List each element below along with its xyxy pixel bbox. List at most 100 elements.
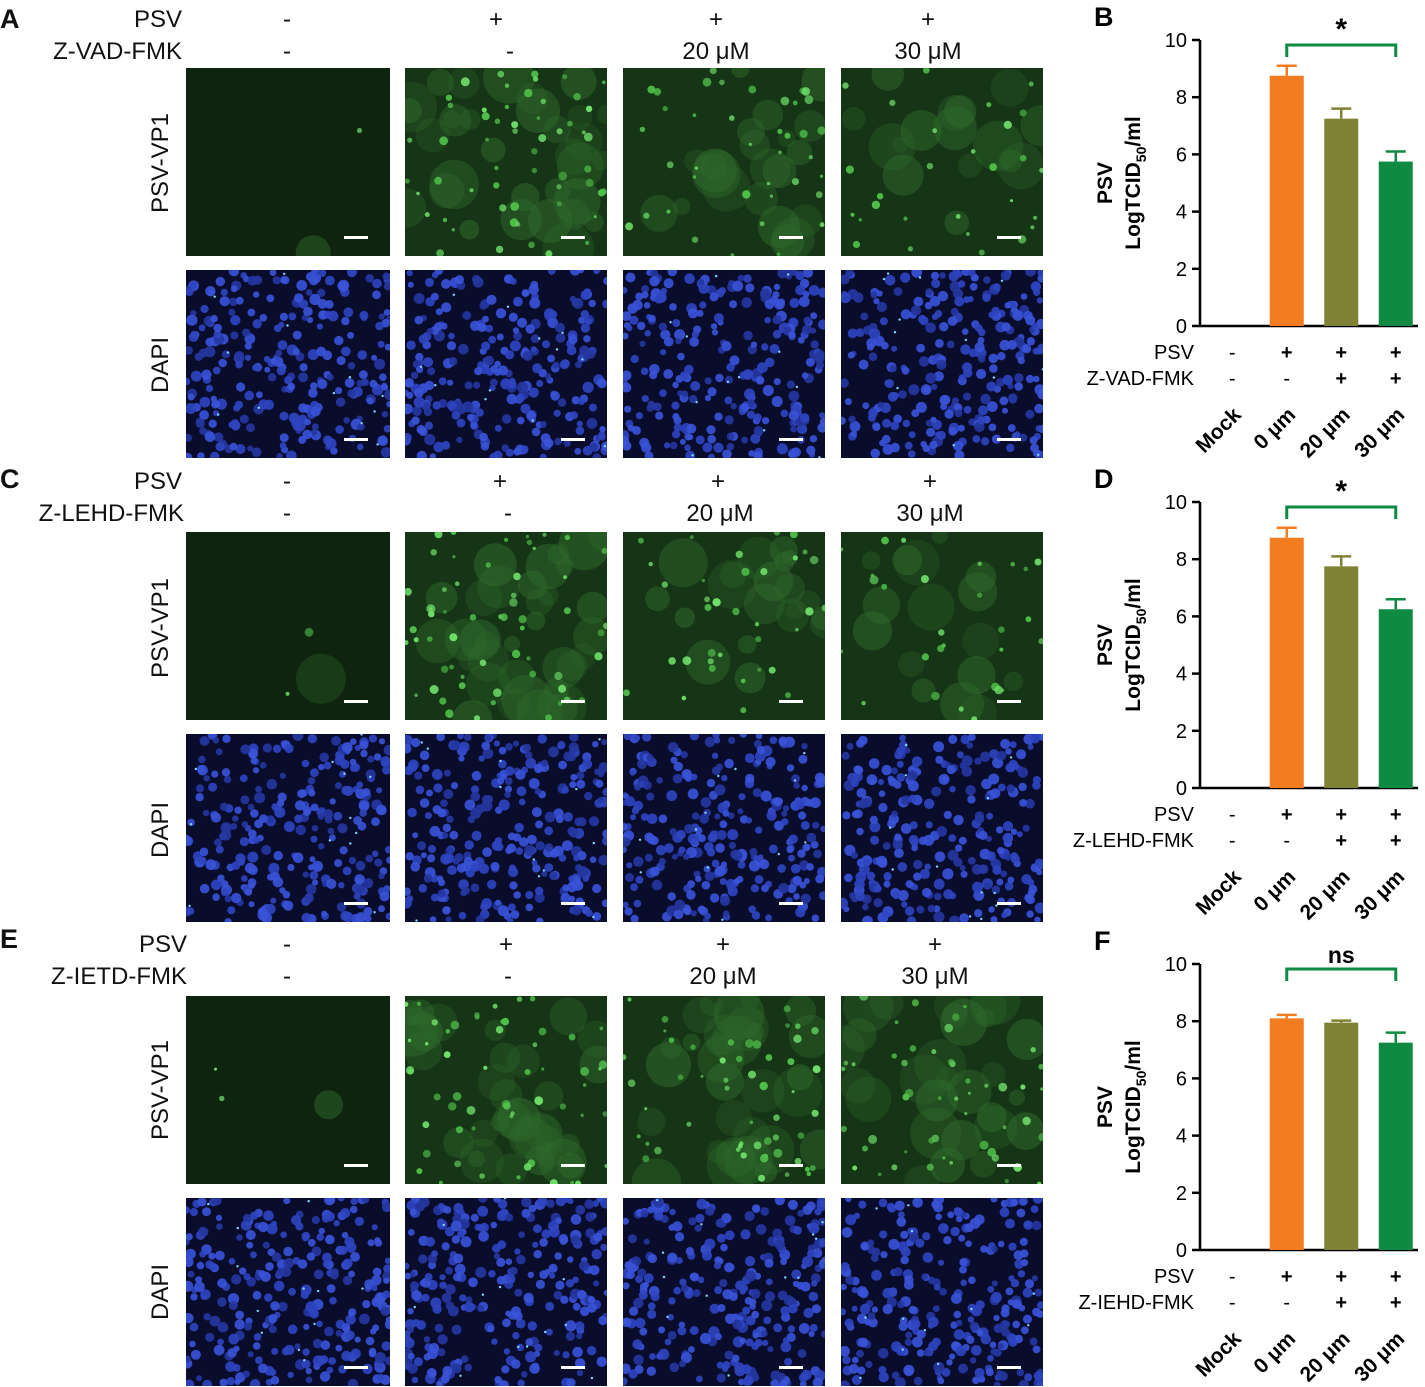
panel-letter-e: E (0, 924, 19, 954)
condition-label-psv-c: PSV (133, 468, 182, 495)
scale-bar (561, 236, 585, 239)
condition-mark: - (1229, 830, 1236, 852)
condition-mark: + (1335, 368, 1347, 390)
dapi-image (623, 270, 825, 458)
x-tick-label: 0 μm (1249, 865, 1300, 916)
condition-mark: + (1390, 1292, 1402, 1314)
condition-mark: + (1281, 1266, 1293, 1288)
y-tick-label: 10 (1165, 954, 1187, 976)
condition-mark: - (506, 38, 514, 65)
x-tick-label: 0 μm (1249, 1327, 1300, 1378)
panel-letter-c: C (0, 464, 20, 494)
bar-chart-b: B 0 2 4 6 8 10 PSV LogTCID50/ml * PSV - + + + Z-VAD-FMK… (1080, 0, 1425, 462)
bar-chart-d: D 0 2 4 6 8 10 PSV LogTCID50/ml * PSV - + + + Z-LEHD-FM… (1073, 462, 1425, 924)
condition-mark: + (1390, 368, 1402, 390)
condition-mark: 30 μM (896, 500, 964, 527)
condition-label-psv-e: PSV (138, 931, 187, 958)
condition-mark: + (1335, 342, 1347, 364)
bar (1269, 75, 1304, 326)
y-axis-label: PSV LogTCID50/ml (1094, 578, 1149, 711)
condition-row-label: Z-IEHD-FMK (1078, 1292, 1194, 1314)
dapi-image (186, 270, 390, 458)
condition-mark: + (1281, 342, 1293, 364)
x-tick-label: 20 μm (1296, 403, 1355, 462)
scale-bar (561, 438, 585, 441)
psv-vp1-image (186, 532, 390, 720)
significance-label: * (1335, 13, 1347, 46)
y-tick-label: 2 (1176, 721, 1187, 743)
row-label-vp1-e: PSV-VP1 (147, 1039, 174, 1141)
condition-mark: + (927, 931, 943, 958)
y-tick-label: 6 (1176, 144, 1187, 166)
y-tick-label: 8 (1176, 1011, 1187, 1033)
scale-bar (779, 902, 803, 905)
scale-bar (344, 438, 368, 441)
condition-mark: + (1335, 1266, 1347, 1288)
x-tick-label: 30 μm (1350, 403, 1409, 462)
condition-mark: + (498, 931, 514, 958)
y-tick-label: 2 (1176, 1183, 1187, 1205)
condition-mark: 20 μM (682, 38, 750, 65)
y-tick-label: 6 (1176, 606, 1187, 628)
y-axis-label: PSV LogTCID50/ml (1094, 1040, 1149, 1173)
condition-mark: - (1229, 1266, 1236, 1288)
dapi-image (405, 734, 607, 922)
condition-mark: 20 μM (689, 963, 757, 990)
y-tick-label: 4 (1176, 664, 1187, 686)
chart-svg: F 0 2 4 6 8 10 PSV LogTCID50/ml ns PSV - + + + Z-IEHD-F… (1078, 926, 1418, 1386)
condition-mark: - (283, 6, 291, 33)
significance-bracket (1285, 967, 1398, 981)
bar (1324, 1022, 1359, 1250)
condition-mark: - (283, 931, 291, 958)
psv-vp1-image (623, 996, 825, 1184)
condition-mark: + (488, 6, 504, 33)
y-tick-label: 4 (1176, 1126, 1187, 1148)
scale-bar (561, 1164, 585, 1167)
condition-mark: 20 μM (686, 500, 754, 527)
condition-mark: - (1229, 804, 1236, 826)
x-tick-label: 20 μm (1296, 1327, 1355, 1386)
dapi-image (186, 734, 390, 922)
scale-bar (997, 236, 1021, 239)
condition-label-drug-a: Z-VAD-FMK (53, 38, 182, 65)
row-label-dapi-c: DAPI (147, 801, 174, 859)
dapi-image (623, 734, 825, 922)
condition-label-drug-c: Z-LEHD-FMK (38, 500, 184, 527)
condition-mark: + (1335, 804, 1347, 826)
y-tick-label: 0 (1176, 316, 1187, 338)
x-tick-label: 30 μm (1350, 865, 1409, 924)
condition-label-drug-e: Z-IETD-FMK (51, 963, 187, 990)
condition-mark: - (1229, 1292, 1236, 1314)
psv-vp1-image (405, 996, 607, 1184)
condition-mark: + (708, 6, 724, 33)
condition-mark: + (1335, 1292, 1347, 1314)
condition-row-label: PSV (1154, 804, 1195, 826)
dapi-image (841, 270, 1043, 458)
condition-mark: - (1283, 368, 1290, 390)
condition-mark: 30 μM (901, 963, 969, 990)
condition-mark: - (504, 500, 512, 527)
row-label-dapi-a: DAPI (147, 336, 174, 394)
significance-label: ns (1328, 942, 1355, 968)
psv-vp1-image (186, 68, 390, 256)
scale-bar (779, 236, 803, 239)
panel-letter: B (1094, 2, 1114, 32)
scale-bar (561, 902, 585, 905)
condition-mark: + (922, 468, 938, 495)
x-tick-label: 20 μm (1296, 865, 1355, 924)
condition-row-label: PSV (1154, 342, 1195, 364)
condition-mark: - (1229, 342, 1236, 364)
y-tick-label: 4 (1176, 202, 1187, 224)
condition-mark: - (283, 38, 291, 65)
row-label-vp1-c: PSV-VP1 (147, 577, 174, 679)
bar (1324, 566, 1359, 788)
chart-svg: B 0 2 4 6 8 10 PSV LogTCID50/ml * PSV - + + + Z-VAD-FMK… (1087, 2, 1418, 462)
condition-mark: + (1390, 342, 1402, 364)
y-tick-label: 2 (1176, 259, 1187, 281)
scale-bar (561, 1366, 585, 1369)
scale-bar (344, 236, 368, 239)
significance-bracket (1285, 505, 1398, 519)
scale-bar (344, 1164, 368, 1167)
psv-vp1-image (841, 532, 1043, 720)
psv-vp1-image (405, 68, 607, 256)
